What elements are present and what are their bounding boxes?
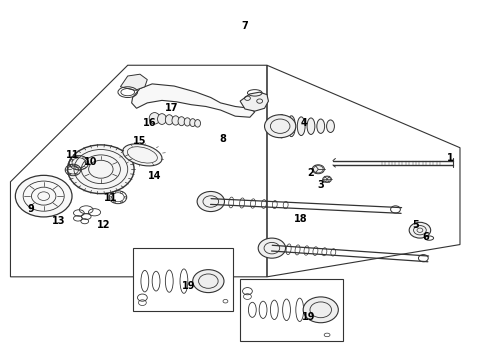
- Ellipse shape: [172, 116, 179, 125]
- Bar: [133, 248, 233, 311]
- Ellipse shape: [158, 114, 166, 125]
- Text: 17: 17: [165, 103, 178, 113]
- Text: 18: 18: [294, 215, 308, 224]
- Ellipse shape: [195, 120, 200, 127]
- Circle shape: [303, 297, 338, 323]
- Polygon shape: [121, 74, 147, 90]
- Text: 19: 19: [182, 281, 196, 291]
- Polygon shape: [132, 84, 255, 117]
- Ellipse shape: [165, 115, 173, 125]
- Circle shape: [68, 145, 134, 194]
- Circle shape: [15, 175, 72, 217]
- Text: 11: 11: [66, 150, 80, 160]
- Text: 13: 13: [51, 216, 65, 226]
- Ellipse shape: [178, 117, 185, 126]
- Ellipse shape: [307, 118, 315, 134]
- Text: 7: 7: [242, 21, 248, 31]
- Ellipse shape: [327, 120, 334, 132]
- Circle shape: [265, 115, 296, 138]
- Ellipse shape: [122, 144, 162, 166]
- Circle shape: [258, 238, 286, 258]
- Text: 15: 15: [133, 136, 147, 145]
- Text: 19: 19: [302, 312, 315, 322]
- Text: 4: 4: [300, 118, 307, 128]
- Circle shape: [193, 270, 224, 293]
- Circle shape: [197, 192, 224, 212]
- Text: 5: 5: [413, 220, 419, 230]
- Ellipse shape: [149, 113, 160, 124]
- Text: 8: 8: [220, 134, 226, 144]
- Text: 14: 14: [148, 171, 161, 181]
- Ellipse shape: [278, 114, 286, 138]
- Text: 9: 9: [27, 204, 34, 214]
- Text: 16: 16: [143, 118, 156, 128]
- Text: 12: 12: [97, 220, 110, 230]
- Circle shape: [409, 222, 431, 238]
- Ellipse shape: [297, 117, 305, 135]
- Text: 10: 10: [84, 157, 98, 167]
- Polygon shape: [240, 92, 269, 111]
- Text: 11: 11: [104, 193, 118, 203]
- Ellipse shape: [184, 118, 191, 126]
- Ellipse shape: [288, 116, 295, 136]
- Ellipse shape: [312, 165, 324, 174]
- Text: 6: 6: [422, 232, 429, 242]
- Text: 1: 1: [447, 153, 454, 163]
- Text: 3: 3: [318, 180, 324, 190]
- Text: 2: 2: [308, 168, 315, 178]
- Ellipse shape: [190, 119, 196, 127]
- Bar: [240, 279, 343, 341]
- Ellipse shape: [317, 119, 325, 134]
